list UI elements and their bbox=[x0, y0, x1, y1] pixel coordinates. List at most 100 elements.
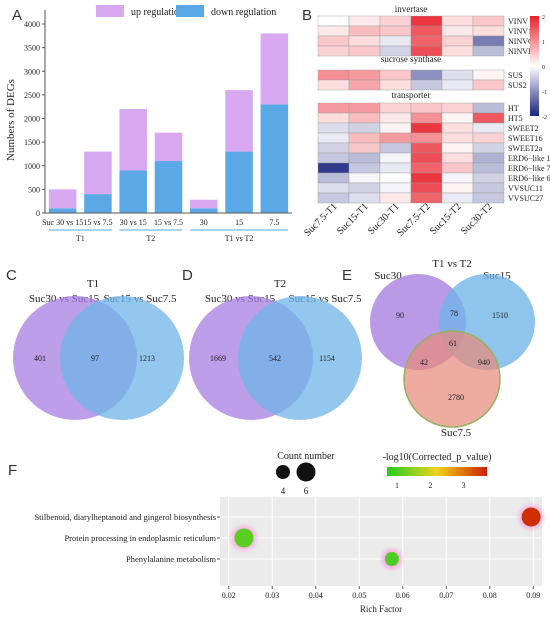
y-axis-title: Numbers of DEGs bbox=[5, 79, 17, 161]
heatmap-cell bbox=[348, 192, 381, 204]
heatmap-cell bbox=[472, 192, 505, 204]
bar-down-regulation bbox=[225, 151, 253, 213]
heatmap-cell bbox=[348, 35, 381, 47]
y-tick-label: 1500 bbox=[24, 138, 40, 147]
heatmap-cell bbox=[379, 112, 412, 124]
group-label: T1 vs T2 bbox=[225, 234, 254, 243]
heatmap-row-label: ERD6−like 7 bbox=[508, 164, 550, 173]
heatmap-row-label: SWEET2a bbox=[508, 144, 543, 153]
heatmap-scale-labels: 2 1 0 -1 -2 bbox=[542, 15, 547, 121]
heatmap-panel: VINVVINV1NINVCNINVESUSSUS2HTHT5SWEET2SWE… bbox=[302, 4, 550, 239]
venn-count-b-only: 1154 bbox=[319, 354, 335, 363]
legend-label-down: down regulation bbox=[211, 7, 276, 18]
heatmap-column-labels: Suc7.5-T1Suc15-T1Suc30-T1Suc7.5-T2Suc15-… bbox=[302, 201, 494, 238]
heatmap-cell bbox=[379, 162, 412, 174]
heatmap-cell bbox=[317, 45, 350, 57]
color-legend-tick: 1 bbox=[395, 481, 399, 490]
venn-title: T1 bbox=[87, 278, 99, 290]
heatmap-cell bbox=[410, 172, 443, 184]
heatmap-cell bbox=[410, 132, 443, 144]
size-legend-dot bbox=[276, 465, 290, 479]
heatmap-block-titles: invertase sucrose synthase transporter bbox=[381, 4, 441, 100]
heatmap-cell bbox=[317, 102, 350, 114]
x-category-label: 30 vs 15 bbox=[120, 218, 147, 227]
heatmap-row-label: VVSUC27 bbox=[508, 194, 543, 203]
heatmap-cell bbox=[348, 182, 381, 194]
legend: up regulation down regulation bbox=[96, 5, 276, 18]
heatmap-cell bbox=[441, 45, 474, 57]
heatmap-cell bbox=[379, 142, 412, 154]
bubble-point bbox=[384, 552, 399, 566]
heatmap-scale-label: 2 bbox=[542, 15, 545, 21]
heatmap-row-labels: VINVVINV1NINVCNINVESUSSUS2HTHT5SWEET2SWE… bbox=[508, 17, 550, 203]
color-legend-bar bbox=[387, 467, 487, 476]
heatmap-cell bbox=[441, 142, 474, 154]
bar-down-regulation bbox=[190, 208, 218, 213]
size-legend-label: 4 bbox=[281, 486, 286, 496]
venn-circle-b bbox=[238, 296, 362, 420]
heatmap-cell bbox=[410, 192, 443, 204]
heatmap-cell bbox=[348, 152, 381, 164]
heatmap-cell bbox=[379, 35, 412, 47]
y-tick-label: 1000 bbox=[24, 162, 40, 171]
heatmap-cell bbox=[410, 69, 443, 81]
venn-count-abc: 61 bbox=[449, 339, 457, 348]
bar-down-regulation bbox=[154, 161, 183, 213]
heatmap-cell bbox=[317, 122, 350, 134]
heatmap-cell bbox=[441, 192, 474, 204]
size-legend-label: 6 bbox=[304, 486, 309, 496]
color-legend-ticks: 1 2 3 bbox=[395, 481, 466, 490]
venn-count-b-only: 1510 bbox=[492, 311, 508, 320]
bar-down-regulation bbox=[119, 170, 147, 213]
legend-swatch-down bbox=[176, 5, 204, 17]
y-tick-label: 2500 bbox=[24, 91, 40, 100]
x-axis-title: Rich Factor bbox=[360, 604, 402, 614]
heatmap-cell bbox=[410, 182, 443, 194]
x-category-label: 7.5 bbox=[269, 218, 279, 227]
gridlines bbox=[220, 497, 542, 589]
heatmap-cell bbox=[379, 69, 412, 81]
venn-count-bc: 940 bbox=[478, 358, 490, 367]
heatmap-cell bbox=[348, 132, 381, 144]
x-category-label: 15 bbox=[235, 218, 243, 227]
y-tick-labels: 0 500 1000 1500 2000 2500 3000 3500 4000 bbox=[24, 20, 40, 218]
color-legend-tick: 2 bbox=[428, 481, 432, 490]
x-tick-label: 0.03 bbox=[265, 591, 279, 600]
venn-circle-c bbox=[403, 330, 501, 428]
heatmap-cell bbox=[410, 142, 443, 154]
heatmap-cell bbox=[472, 142, 505, 154]
heatmap-cell bbox=[472, 15, 505, 27]
heatmap-cell bbox=[472, 79, 505, 91]
heatmap-cell bbox=[410, 112, 443, 124]
color-legend-tick: 3 bbox=[462, 481, 466, 490]
heatmap-cell bbox=[441, 35, 474, 47]
heatmap-cell bbox=[317, 142, 350, 154]
heatmap-color-scale bbox=[530, 16, 539, 116]
heatmap-cell bbox=[317, 69, 350, 81]
heatmap-cell bbox=[379, 79, 412, 91]
heatmap-row-label: HT5 bbox=[508, 114, 523, 123]
x-category-labels: Suc 30 vs 15 15 vs 7.5 30 vs 15 15 vs 7.5 30… bbox=[42, 218, 279, 227]
venn-count-ab: 78 bbox=[450, 309, 458, 318]
panel-letter-f: F bbox=[8, 462, 17, 479]
heatmap-cell bbox=[472, 122, 505, 134]
bar-down-regulation bbox=[260, 104, 289, 213]
heatmap-cell bbox=[317, 192, 350, 204]
heatmap-cell bbox=[348, 69, 381, 81]
heatmap-scale-label: -1 bbox=[542, 90, 547, 96]
heatmap-cell bbox=[317, 112, 350, 124]
heatmap-row-label: NINVC bbox=[508, 37, 533, 46]
heatmap-row-label: ERD6−like 16 bbox=[508, 154, 550, 163]
heatmap-cell bbox=[410, 35, 443, 47]
heatmap-cell bbox=[472, 35, 505, 47]
y-tick-label: 3500 bbox=[24, 44, 40, 53]
venn-title: T2 bbox=[274, 278, 286, 290]
heatmap-cell bbox=[379, 172, 412, 184]
pathway-labels: Stilbenoid, diarylheptanoid and gingerol… bbox=[34, 512, 220, 564]
bar-chart-panel: 0 500 1000 1500 2000 2500 3000 3500 4000 Suc 30 … bbox=[5, 5, 292, 243]
heatmap-cell bbox=[472, 69, 505, 81]
x-category-label: Suc 30 vs 15 bbox=[42, 218, 83, 227]
heatmap-cell bbox=[348, 25, 381, 37]
x-tick-labels: 0.02 0.03 0.04 0.05 0.06 0.07 0.08 0.09 bbox=[222, 591, 541, 600]
